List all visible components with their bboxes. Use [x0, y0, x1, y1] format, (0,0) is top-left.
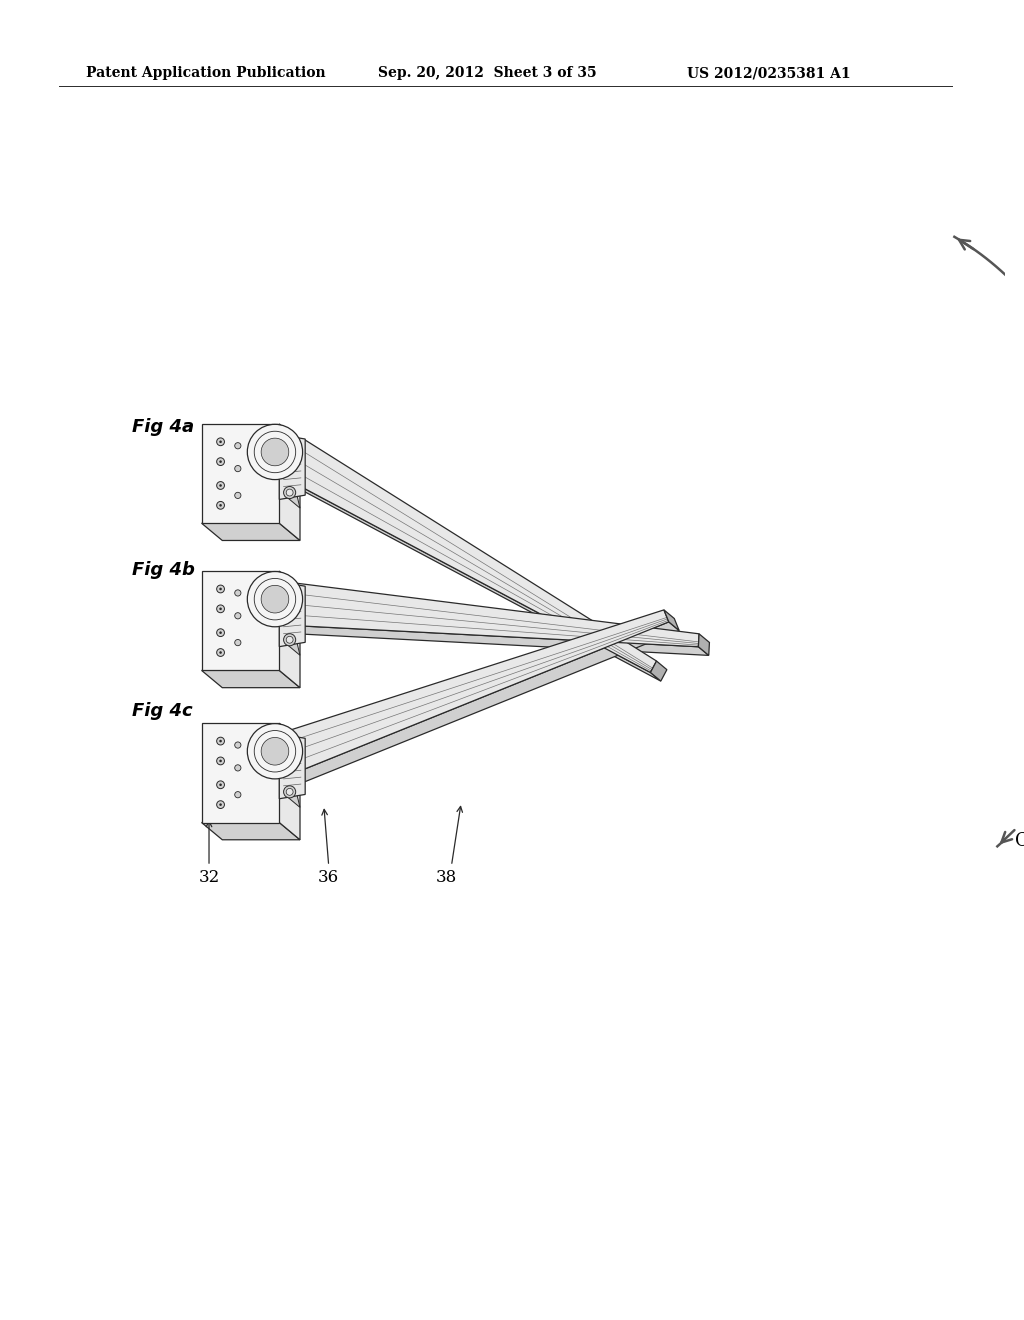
Circle shape	[217, 801, 224, 809]
Circle shape	[217, 585, 224, 593]
Polygon shape	[285, 440, 656, 672]
Text: C: C	[1015, 833, 1024, 850]
Polygon shape	[280, 573, 285, 638]
Circle shape	[284, 487, 296, 499]
Polygon shape	[698, 634, 710, 656]
Circle shape	[261, 585, 289, 612]
Text: US 2012/0235381 A1: US 2012/0235381 A1	[687, 66, 851, 81]
Circle shape	[219, 484, 222, 487]
Circle shape	[219, 759, 222, 762]
Circle shape	[286, 490, 293, 496]
Polygon shape	[285, 626, 709, 656]
Circle shape	[219, 651, 222, 653]
Polygon shape	[202, 671, 300, 688]
Circle shape	[248, 424, 303, 479]
Circle shape	[217, 628, 224, 636]
Polygon shape	[285, 478, 660, 681]
Circle shape	[234, 639, 241, 645]
Circle shape	[286, 788, 293, 796]
Circle shape	[217, 648, 224, 656]
Circle shape	[217, 502, 224, 510]
Polygon shape	[202, 523, 300, 540]
Circle shape	[234, 612, 241, 619]
Circle shape	[234, 442, 241, 449]
Circle shape	[217, 737, 224, 744]
Polygon shape	[285, 622, 679, 785]
Polygon shape	[268, 610, 669, 777]
Circle shape	[219, 441, 222, 444]
Circle shape	[219, 804, 222, 807]
Polygon shape	[664, 610, 679, 631]
Polygon shape	[280, 582, 305, 647]
Circle shape	[261, 438, 289, 466]
Circle shape	[284, 634, 296, 645]
Polygon shape	[285, 582, 699, 647]
Circle shape	[234, 764, 241, 771]
Circle shape	[219, 607, 222, 610]
Circle shape	[219, 587, 222, 590]
Polygon shape	[202, 723, 280, 822]
Polygon shape	[280, 426, 285, 491]
Circle shape	[248, 723, 303, 779]
Circle shape	[219, 739, 222, 742]
Text: 36: 36	[318, 870, 339, 886]
Polygon shape	[280, 572, 300, 688]
Text: 38: 38	[436, 870, 457, 886]
Circle shape	[219, 631, 222, 634]
Polygon shape	[650, 661, 667, 681]
Circle shape	[217, 781, 224, 788]
Text: Patent Application Publication: Patent Application Publication	[86, 66, 326, 81]
Polygon shape	[280, 777, 300, 808]
Text: Fig 4b: Fig 4b	[132, 561, 196, 578]
Circle shape	[219, 461, 222, 463]
Circle shape	[234, 492, 241, 499]
Circle shape	[248, 572, 303, 627]
Polygon shape	[280, 434, 305, 499]
Polygon shape	[280, 626, 300, 655]
Circle shape	[217, 605, 224, 612]
Circle shape	[219, 504, 222, 507]
Polygon shape	[280, 734, 305, 799]
Circle shape	[234, 466, 241, 471]
Polygon shape	[280, 726, 285, 791]
Polygon shape	[202, 424, 280, 523]
Circle shape	[219, 784, 222, 787]
Text: Fig 4c: Fig 4c	[132, 702, 194, 719]
Polygon shape	[280, 424, 300, 540]
Polygon shape	[202, 572, 280, 671]
Circle shape	[217, 458, 224, 466]
Circle shape	[261, 738, 289, 766]
Polygon shape	[280, 723, 300, 840]
Circle shape	[234, 590, 241, 597]
Text: 32: 32	[199, 870, 219, 886]
Polygon shape	[280, 478, 300, 508]
Text: Fig 4a: Fig 4a	[132, 418, 195, 437]
Circle shape	[284, 785, 296, 797]
Circle shape	[234, 742, 241, 748]
Circle shape	[217, 758, 224, 764]
Polygon shape	[202, 822, 300, 840]
Circle shape	[286, 636, 293, 643]
Circle shape	[217, 438, 224, 446]
Circle shape	[217, 482, 224, 490]
Circle shape	[234, 792, 241, 797]
Text: Sep. 20, 2012  Sheet 3 of 35: Sep. 20, 2012 Sheet 3 of 35	[378, 66, 596, 81]
